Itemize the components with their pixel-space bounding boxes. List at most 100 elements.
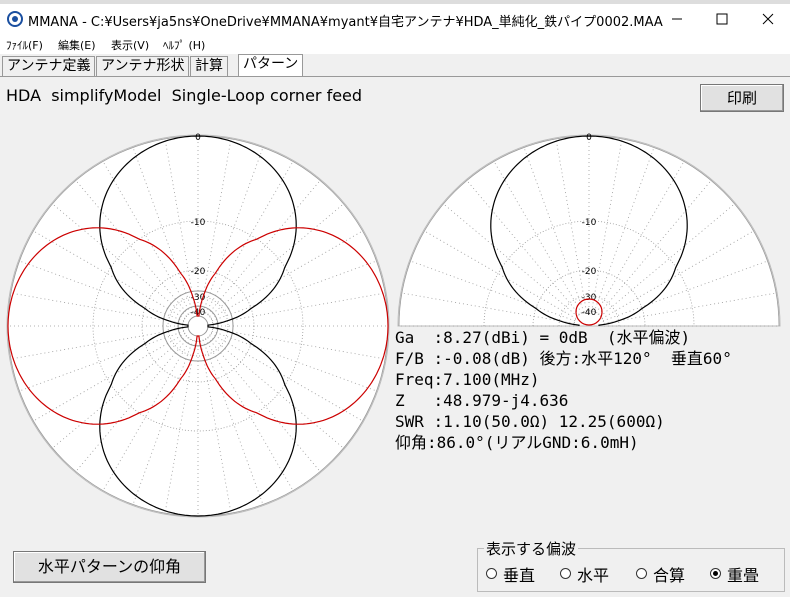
spoke: [132, 146, 194, 313]
ring: [92, 220, 304, 432]
title-bar: MMANA - C:¥Users¥ja5ns¥OneDrive¥MMANA¥my…: [0, 4, 790, 34]
spoke: [18, 330, 185, 392]
print-button[interactable]: 印刷: [700, 84, 784, 112]
browser-strip: [0, 0, 790, 4]
menu-item[interactable]: ﾍﾙﾌﾟ (H): [163, 39, 206, 52]
spoke: [132, 339, 194, 506]
ring-label: -30: [582, 293, 597, 303]
pattern-curve: [575, 298, 603, 326]
spoke: [211, 260, 378, 322]
menu-item[interactable]: ﾌｧｲﾙ(F): [6, 39, 43, 52]
pattern-curve: [490, 135, 688, 326]
spoke: [603, 292, 778, 324]
spoke: [211, 330, 378, 392]
ring: [182, 310, 214, 342]
radio-label: 水平: [577, 566, 610, 585]
pattern-curve: [99, 135, 297, 517]
radio-option[interactable]: 合算: [636, 562, 685, 586]
spoke: [74, 337, 189, 473]
spoke: [212, 328, 387, 360]
spoke: [202, 146, 264, 313]
spoke: [102, 338, 191, 492]
menu-item[interactable]: 編集(E): [58, 39, 96, 52]
polarization-title: 表示する偏波: [484, 538, 579, 559]
radio-button: [710, 568, 721, 579]
spoke: [523, 146, 585, 313]
ring-label: -10: [191, 218, 206, 228]
spoke: [598, 179, 713, 315]
result-line: F/B :-0.08(dB) 後方:水平120° 垂直60°: [395, 349, 732, 368]
spoke: [210, 333, 364, 422]
tab[interactable]: 計算: [190, 56, 228, 76]
results: Ga :8.27(dBi) = 0dB (水平偏波) F/B :-0.08(dB)…: [395, 327, 732, 453]
radio-label: 合算: [653, 566, 686, 585]
radio-button: [560, 568, 571, 579]
ring-label: -30: [191, 293, 206, 303]
inner-ring: [177, 305, 219, 347]
radio-option[interactable]: 水平: [560, 562, 609, 586]
spoke: [423, 230, 577, 319]
spoke: [200, 137, 232, 312]
result-line: 仰角:86.0°(リアルGND:6.0mH): [395, 433, 639, 452]
spoke: [32, 230, 186, 319]
radio-option[interactable]: 重畳: [710, 562, 759, 586]
ring: [167, 295, 229, 357]
spoke: [209, 202, 345, 317]
spoke: [32, 333, 186, 422]
spoke: [600, 202, 736, 317]
spoke: [465, 179, 580, 315]
ring: [532, 269, 646, 327]
spoke: [210, 230, 364, 319]
window-controls[interactable]: [660, 4, 790, 34]
menu-item[interactable]: 表示(V): [111, 39, 150, 52]
spoke: [207, 179, 322, 315]
spoke: [205, 338, 294, 492]
spoke: [493, 160, 582, 314]
spoke: [18, 260, 185, 322]
spoke: [601, 230, 755, 319]
spoke: [400, 292, 575, 324]
result-line: Freq:7.100(MHz): [395, 370, 540, 389]
spoke: [207, 337, 322, 473]
radio-option[interactable]: 垂直: [486, 562, 535, 586]
spoke: [74, 179, 189, 315]
radio-label: 重畳: [727, 566, 760, 585]
spoke: [602, 260, 769, 322]
app-icon: [7, 11, 23, 27]
result-line: SWR :1.10(50.0Ω) 12.25(600Ω): [395, 412, 665, 431]
ring-label: -20: [582, 267, 597, 277]
spoke: [51, 335, 187, 450]
menu-bar: ﾌｧｲﾙ(F) 編集(E) 表示(V) ﾍﾙﾌﾟ (H): [0, 34, 790, 54]
result-line: Z :48.979-j4.636: [395, 391, 569, 410]
ring: [141, 269, 255, 383]
spoke: [209, 335, 345, 450]
tab[interactable]: アンテナ定義: [2, 56, 96, 76]
ring-label: -40: [582, 308, 597, 318]
spoke: [596, 160, 685, 314]
spoke: [102, 160, 191, 314]
spoke: [164, 137, 196, 312]
result-line: Ga :8.27(dBi) = 0dB (水平偏波): [395, 328, 691, 347]
polarization-group: [477, 548, 785, 592]
ring-label: 0: [586, 133, 592, 143]
plot-background: [6, 134, 390, 518]
model-description: HDA simplifyModel Single-Loop corner fee…: [6, 86, 363, 105]
inner-ring: [162, 290, 234, 362]
ring-label: -10: [582, 218, 597, 228]
spoke: [442, 202, 578, 317]
spoke: [51, 202, 187, 317]
ring-label: -20: [191, 267, 206, 277]
radio-button: [636, 568, 647, 579]
elevation-button[interactable]: 水平パターンの仰角: [13, 551, 206, 583]
ring-label: 0: [195, 133, 201, 143]
tab[interactable]: パターン: [238, 54, 304, 76]
radio-label: 垂直: [503, 566, 536, 585]
pattern-curve: [7, 227, 389, 425]
tab[interactable]: アンテナ形状: [96, 56, 190, 76]
spoke: [202, 339, 264, 506]
spoke: [205, 160, 294, 314]
spoke: [593, 146, 655, 313]
window-title: MMANA - C:¥Users¥ja5ns¥OneDrive¥MMANA¥my…: [28, 15, 663, 30]
